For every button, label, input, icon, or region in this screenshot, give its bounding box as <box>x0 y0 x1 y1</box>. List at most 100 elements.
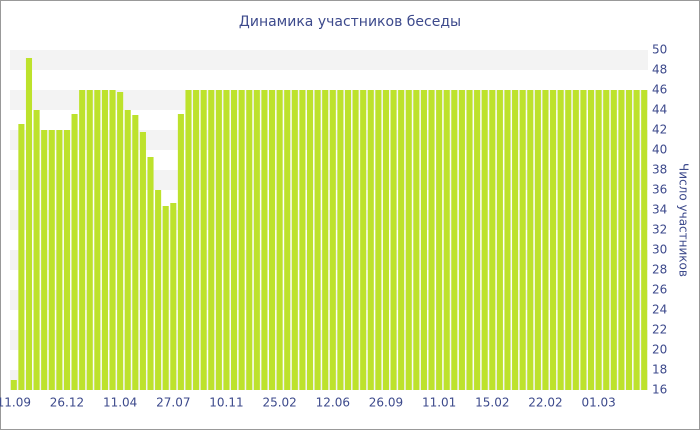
bar <box>79 90 86 390</box>
x-tick-label: 11.09 <box>0 396 31 410</box>
bar <box>352 90 359 390</box>
bar <box>41 130 48 390</box>
x-tick-label: 11.01 <box>422 396 456 410</box>
bar <box>162 206 169 390</box>
grid-band <box>10 290 648 310</box>
bar <box>398 90 405 390</box>
y-tick-label: 18 <box>652 363 667 377</box>
bar <box>337 90 344 390</box>
bar <box>208 90 215 390</box>
bar <box>25 58 33 390</box>
grid-band <box>10 130 648 150</box>
bar <box>466 90 473 390</box>
bar <box>238 90 245 390</box>
grid-band <box>10 330 648 350</box>
y-tick-label: 16 <box>652 383 667 397</box>
y-tick-label: 42 <box>652 123 667 137</box>
bar <box>48 130 55 390</box>
bar <box>10 380 17 390</box>
bar <box>200 90 207 390</box>
bar <box>390 90 397 390</box>
bar <box>405 90 412 390</box>
bar <box>603 90 610 390</box>
bar <box>268 90 276 390</box>
bar <box>215 90 222 390</box>
bar <box>177 114 184 390</box>
bar <box>185 90 192 390</box>
bar <box>481 90 488 390</box>
y-tick-label: 46 <box>652 83 667 97</box>
x-tick-label: 22.02 <box>528 396 562 410</box>
bar <box>63 130 71 390</box>
chart-title: Динамика участников беседы <box>239 14 461 30</box>
bar <box>413 90 420 390</box>
y-tick-label: 48 <box>652 63 667 77</box>
grid-band <box>10 250 648 270</box>
bar <box>527 90 534 390</box>
bar <box>291 90 298 390</box>
bar <box>284 90 291 390</box>
y-tick-label: 34 <box>652 203 667 217</box>
bar <box>512 90 519 390</box>
x-tick-label: 25.02 <box>262 396 296 410</box>
y-tick-label: 40 <box>652 143 667 157</box>
bar <box>625 90 633 390</box>
x-tick-label: 10.11 <box>209 396 243 410</box>
bar <box>367 90 374 390</box>
bar <box>504 90 511 390</box>
bar <box>519 90 526 390</box>
x-tick-label: 01.03 <box>581 396 615 410</box>
grid-band <box>10 50 648 70</box>
bar <box>314 90 321 390</box>
bar <box>71 114 78 390</box>
bar <box>595 90 602 390</box>
bar <box>375 90 382 390</box>
y-tick-label: 30 <box>652 243 667 257</box>
bar <box>458 90 465 390</box>
bar <box>550 90 557 390</box>
bar <box>641 90 648 390</box>
grid-band <box>10 170 648 190</box>
bar <box>610 90 617 390</box>
bar <box>618 90 625 390</box>
grid <box>10 50 648 390</box>
x-tick-label: 15.02 <box>475 396 509 410</box>
y-axis-title: Число участников <box>677 163 691 277</box>
bar <box>451 90 458 390</box>
bar <box>94 90 101 390</box>
x-tick-label: 12.06 <box>316 396 350 410</box>
y-tick-label: 38 <box>652 163 667 177</box>
bar <box>382 90 390 390</box>
bar <box>557 90 564 390</box>
bar <box>86 90 93 390</box>
bar <box>33 110 40 390</box>
y-tick-label: 44 <box>652 103 667 117</box>
bar <box>109 90 116 390</box>
bar <box>322 90 329 390</box>
grid-band <box>10 370 648 390</box>
bar <box>474 90 481 390</box>
bar <box>436 90 443 390</box>
grid-band <box>10 90 648 110</box>
y-tick-label: 24 <box>652 303 667 317</box>
bar <box>496 90 503 390</box>
bar <box>253 90 260 390</box>
y-tick-label: 28 <box>652 263 667 277</box>
bar <box>276 90 283 390</box>
bar <box>306 90 314 390</box>
bar <box>155 190 162 390</box>
y-tick-label: 22 <box>652 323 667 337</box>
bar <box>443 90 450 390</box>
bar <box>117 92 124 390</box>
bar <box>18 124 25 390</box>
bar <box>132 115 139 390</box>
bar <box>572 90 579 390</box>
bar <box>101 90 108 390</box>
bar <box>489 90 496 390</box>
bar <box>329 90 336 390</box>
bar <box>565 90 572 390</box>
bar <box>246 90 253 390</box>
bar <box>170 203 177 390</box>
y-tick-label: 50 <box>652 43 667 57</box>
